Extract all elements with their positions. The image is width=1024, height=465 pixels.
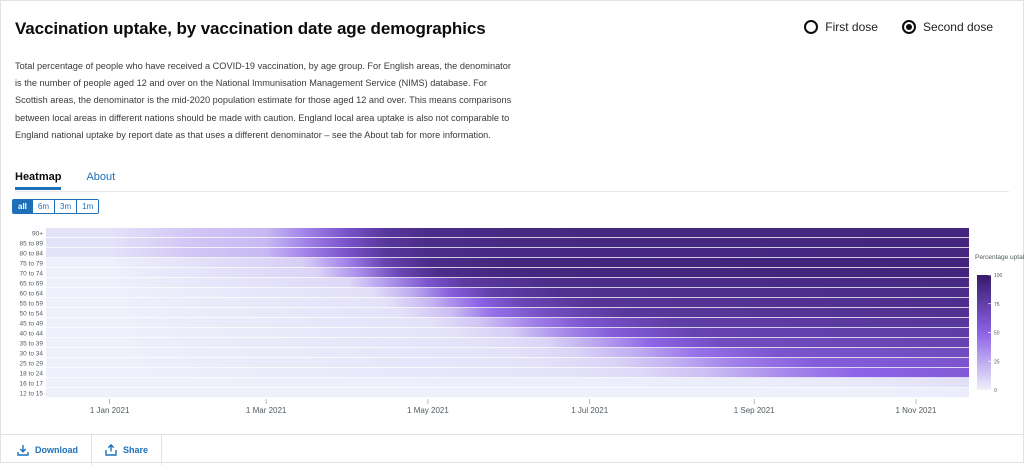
- row-label: 60 to 64: [20, 290, 44, 297]
- download-icon: [17, 445, 29, 456]
- row-label: 16 to 17: [20, 380, 44, 387]
- heatmap-row: [46, 248, 969, 258]
- x-tick-label: 1 Nov 2021: [895, 406, 936, 415]
- heatmap-row: [46, 378, 969, 388]
- share-label: Share: [123, 445, 149, 455]
- legend-color-bar: [977, 275, 991, 390]
- heatmap-row: [46, 358, 969, 368]
- row-label: 80 to 84: [20, 250, 44, 257]
- footer-divider: [161, 435, 162, 465]
- heatmap-chart: 90+ 85 to 89 80 to 84 75 to 79 70 to 74 65 to…: [20, 228, 1024, 415]
- heatmap-row: [46, 328, 969, 338]
- dose-selector: First dose Second dose: [804, 20, 993, 34]
- time-range-selector: all 6m 3m 1m: [12, 199, 100, 214]
- heatmap-row: [46, 268, 969, 278]
- row-label: 85 to 89: [20, 240, 44, 247]
- heatmap-row: [46, 318, 969, 328]
- second-dose-label: Second dose: [922, 20, 993, 34]
- row-label: 55 to 59: [20, 300, 44, 307]
- page-title: Vaccination uptake, by vaccination date …: [15, 19, 486, 38]
- range-6m-button[interactable]: 6m: [31, 200, 55, 213]
- x-tick-label: 1 May 2021: [407, 406, 449, 415]
- heatmap-row: [46, 258, 969, 268]
- legend-title: Percentage uptake: [975, 254, 1024, 261]
- range-1m-button[interactable]: 1m: [76, 200, 99, 213]
- footer-bar: Download Share: [1, 434, 1023, 465]
- x-tick-label: 1 Mar 2021: [246, 406, 287, 415]
- first-dose-radio[interactable]: First dose: [804, 20, 878, 34]
- row-label: 30 to 34: [20, 350, 44, 357]
- chart-description: Total percentage of people who have rece…: [15, 61, 512, 140]
- row-label: 50 to 54: [20, 310, 44, 317]
- range-all-button[interactable]: all: [13, 200, 32, 213]
- heatmap-row: [46, 368, 969, 378]
- radio-unchecked-icon: [804, 20, 819, 34]
- legend-tick-label: 25: [994, 359, 1000, 365]
- download-button[interactable]: Download: [17, 435, 78, 465]
- row-label: 90+: [32, 230, 43, 237]
- legend-tick-label: 100: [994, 273, 1003, 279]
- download-label: Download: [35, 445, 78, 455]
- legend-tick-label: 50: [994, 331, 1000, 337]
- legend-tick-label: 0: [994, 388, 997, 394]
- heatmap-row: [46, 278, 969, 288]
- tab-about[interactable]: About: [86, 171, 116, 183]
- row-label: 40 to 44: [20, 330, 44, 337]
- tab-divider: [15, 191, 1009, 192]
- share-icon: [105, 444, 117, 456]
- heatmap-row: [46, 348, 969, 358]
- second-dose-radio[interactable]: Second dose: [901, 20, 993, 34]
- row-label: 35 to 39: [20, 340, 44, 347]
- row-label: 12 to 15: [20, 390, 44, 397]
- row-label: 65 to 69: [20, 280, 44, 287]
- range-3m-button[interactable]: 3m: [54, 200, 77, 213]
- legend-tick-label: 75: [994, 302, 1000, 308]
- heatmap-row: [46, 338, 969, 348]
- x-tick-label: 1 Jul 2021: [571, 406, 608, 415]
- view-tabs: Heatmap About: [15, 171, 115, 190]
- x-tick-label: 1 Jan 2021: [90, 406, 130, 415]
- first-dose-label: First dose: [825, 20, 878, 34]
- row-label: 18 to 24: [20, 370, 44, 377]
- footer-divider: [91, 435, 92, 465]
- row-label: 75 to 79: [20, 260, 44, 267]
- row-label: 70 to 74: [20, 270, 44, 277]
- share-button[interactable]: Share: [105, 435, 148, 465]
- row-label: 45 to 49: [20, 320, 44, 327]
- radio-checked-icon: [901, 20, 916, 34]
- tab-heatmap[interactable]: Heatmap: [15, 171, 62, 190]
- heatmap-row: [46, 238, 969, 248]
- heatmap-row: [46, 298, 969, 308]
- row-label: 25 to 29: [20, 360, 44, 367]
- heatmap-row: [46, 288, 969, 298]
- heatmap-row: [46, 308, 969, 318]
- heatmap-row: [46, 388, 969, 398]
- heatmap-row: [46, 228, 969, 238]
- x-tick-label: 1 Sep 2021: [734, 406, 775, 415]
